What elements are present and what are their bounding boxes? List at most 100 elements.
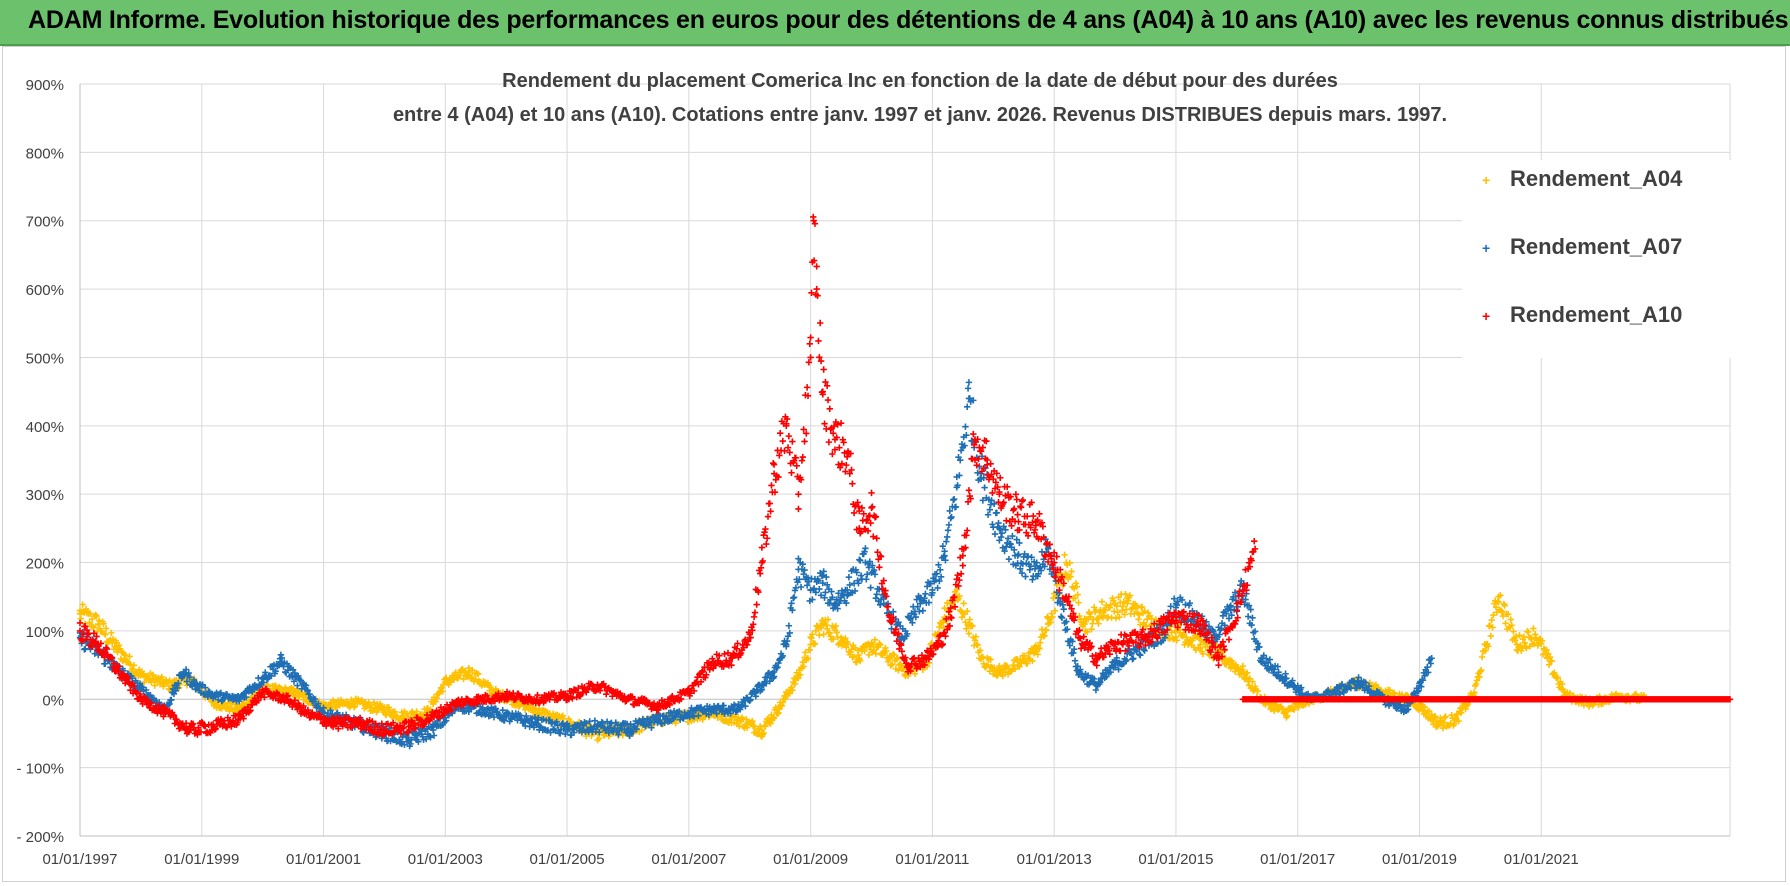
data-point — [936, 633, 943, 640]
data-point — [343, 698, 351, 705]
data-point — [147, 691, 154, 699]
data-point — [1049, 613, 1056, 621]
data-point — [830, 635, 837, 643]
data-point — [1174, 624, 1181, 631]
data-point — [1060, 580, 1067, 587]
data-point — [834, 421, 841, 428]
data-point — [1393, 705, 1401, 712]
data-point — [579, 722, 586, 729]
data-point — [1228, 611, 1235, 619]
data-point — [130, 682, 138, 690]
data-point — [832, 601, 840, 609]
data-point — [1100, 653, 1107, 661]
data-point — [1128, 650, 1135, 658]
data-point — [950, 593, 958, 601]
data-point — [801, 438, 808, 445]
data-point — [783, 637, 791, 645]
data-point — [1289, 677, 1296, 684]
data-point — [300, 702, 307, 710]
data-point — [1007, 493, 1014, 500]
data-point — [948, 614, 955, 622]
data-point — [817, 357, 825, 365]
data-point — [840, 439, 847, 446]
data-point — [140, 694, 147, 702]
data-point — [1294, 682, 1301, 689]
data-point — [806, 340, 813, 348]
data-point — [1104, 643, 1112, 650]
data-point — [1071, 613, 1079, 621]
data-point — [990, 664, 998, 671]
data-point — [1022, 573, 1029, 580]
data-point — [758, 544, 766, 551]
data-point — [1295, 704, 1302, 711]
data-point — [124, 674, 132, 682]
data-point — [283, 693, 291, 700]
data-point — [1110, 608, 1118, 615]
data-point — [993, 470, 1000, 477]
data-point — [1234, 663, 1241, 671]
data-point — [1168, 629, 1175, 636]
data-point — [948, 513, 955, 521]
data-point — [1502, 620, 1509, 627]
data-point — [821, 594, 828, 601]
data-point — [1077, 666, 1084, 673]
data-point — [1501, 602, 1508, 609]
data-point — [971, 456, 979, 464]
data-point — [554, 722, 561, 729]
data-point — [1482, 647, 1489, 654]
data-point — [1011, 552, 1019, 559]
data-point — [864, 527, 872, 535]
data-point — [1543, 646, 1550, 654]
data-point — [260, 679, 267, 686]
data-point — [1499, 612, 1507, 620]
data-point — [1431, 713, 1438, 721]
data-point — [996, 537, 1003, 544]
data-point — [1019, 560, 1027, 568]
data-point — [959, 562, 967, 569]
data-point — [911, 670, 919, 678]
data-point — [1041, 632, 1048, 639]
data-point — [1088, 626, 1095, 633]
data-point — [483, 692, 491, 700]
data-point — [1044, 558, 1052, 566]
data-point — [829, 594, 836, 601]
data-point — [895, 630, 902, 637]
x-tick-label: 01/01/2005 — [530, 851, 605, 868]
data-point — [743, 724, 751, 731]
data-point — [820, 568, 827, 575]
data-point — [102, 631, 109, 638]
data-point — [1338, 681, 1346, 688]
data-point — [583, 720, 590, 727]
data-point — [570, 729, 578, 736]
data-point — [1283, 675, 1290, 682]
data-point — [726, 657, 733, 665]
data-point — [942, 632, 949, 640]
data-point — [1167, 603, 1174, 610]
data-point — [962, 618, 969, 626]
data-point — [599, 719, 606, 727]
data-point — [697, 678, 705, 685]
data-point — [824, 616, 832, 623]
data-point — [469, 666, 476, 674]
data-point — [1016, 663, 1023, 670]
data-point — [569, 726, 577, 733]
data-point — [965, 487, 973, 494]
data-point — [979, 653, 987, 661]
data-point — [843, 599, 850, 607]
data-point — [963, 403, 971, 411]
data-point — [1151, 627, 1159, 635]
data-point — [709, 655, 716, 662]
data-point — [1111, 664, 1119, 671]
data-point — [77, 615, 85, 622]
data-point — [1154, 635, 1161, 642]
data-point — [1424, 669, 1432, 676]
data-point — [760, 531, 767, 539]
data-point — [533, 721, 540, 729]
data-point — [433, 694, 440, 702]
data-point — [1414, 688, 1421, 695]
data-point — [978, 453, 986, 460]
data-point — [1418, 702, 1425, 709]
data-point — [198, 682, 205, 689]
data-point — [195, 724, 202, 731]
